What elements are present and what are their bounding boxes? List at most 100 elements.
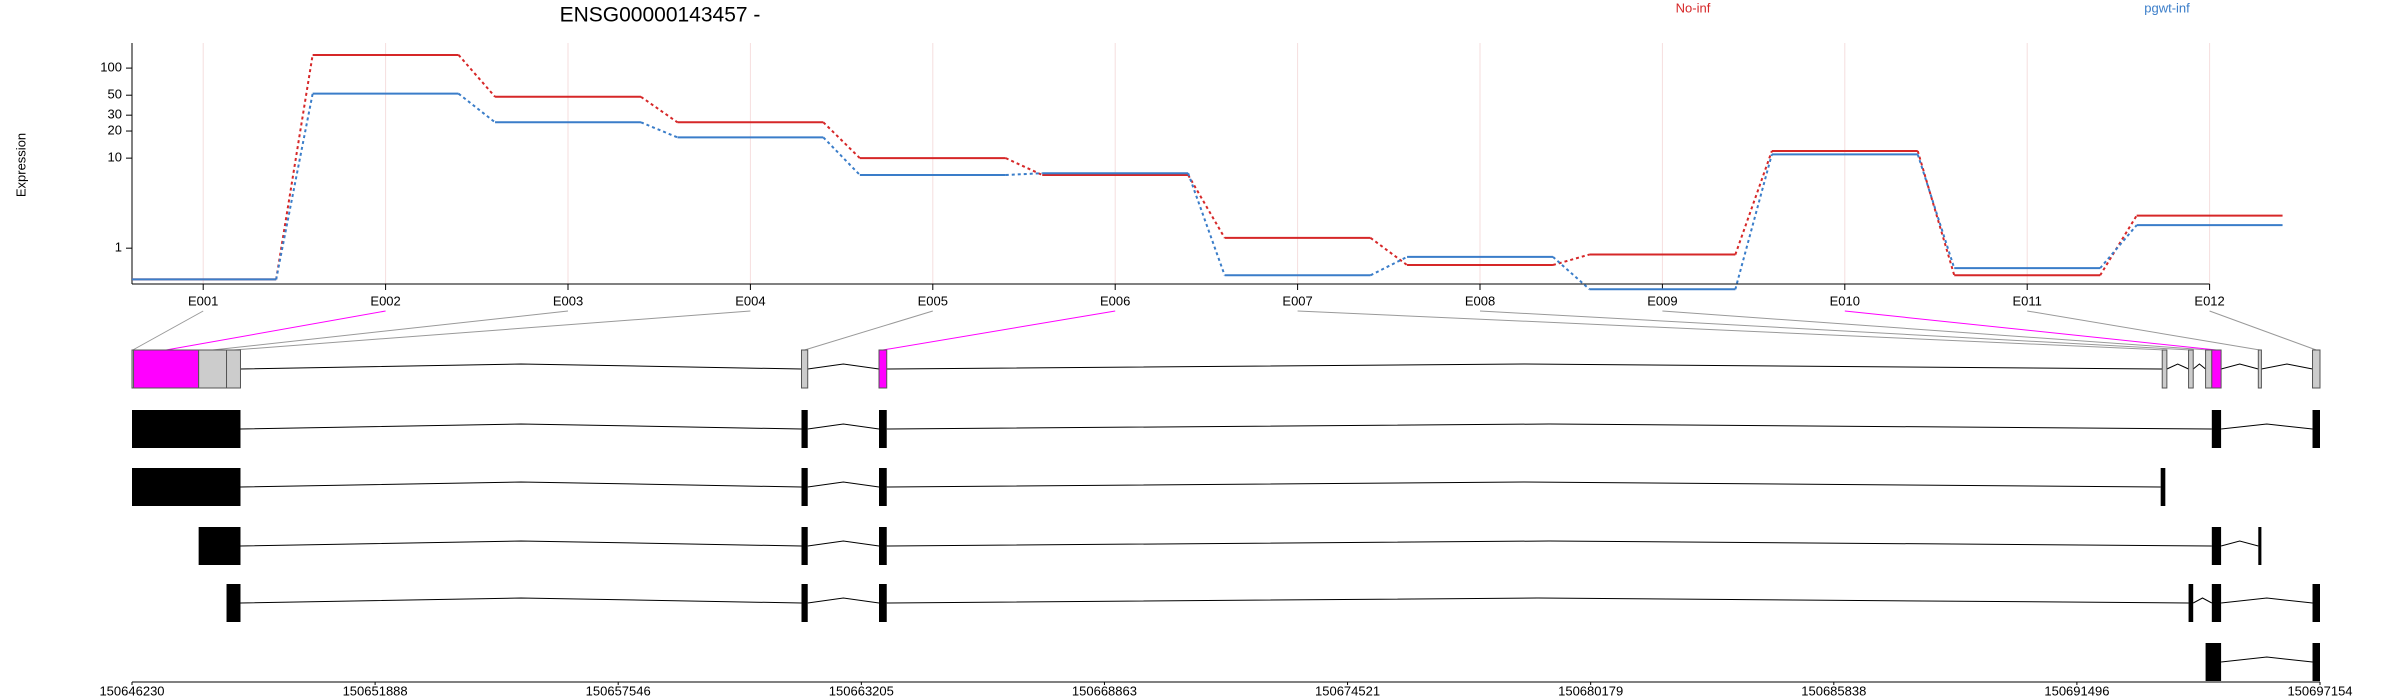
exon — [133, 349, 200, 389]
intron — [240, 481, 802, 488]
intron — [886, 423, 2212, 430]
transcript-exon — [2258, 527, 2262, 565]
intron — [886, 481, 2161, 488]
exon-link — [2209, 310, 2317, 351]
intron — [2220, 363, 2259, 370]
intron — [2166, 363, 2189, 370]
genomic-tick-label: 150651888 — [343, 683, 408, 698]
exon — [800, 349, 809, 389]
exon — [2205, 349, 2213, 389]
series-connector — [275, 93, 314, 280]
transcript-exon — [2211, 584, 2222, 622]
genomic-tick-label: 150680179 — [1558, 683, 1623, 698]
intron — [2192, 597, 2213, 604]
genomic-tick-label: 150657546 — [586, 683, 651, 698]
exon — [2257, 349, 2262, 389]
x-tick-label: E007 — [1282, 293, 1312, 308]
transcript-exon — [801, 584, 808, 622]
x-tick-label: E004 — [735, 293, 765, 308]
series-connector — [1734, 154, 1773, 290]
series-connector — [1005, 172, 1043, 176]
series-connector — [1916, 154, 1956, 269]
exon — [198, 349, 228, 389]
series-connector — [640, 95, 679, 124]
genomic-tick-label: 150697154 — [2287, 683, 2352, 698]
exon-link — [1662, 310, 2209, 351]
x-tick-label: E010 — [1830, 293, 1860, 308]
intron — [240, 540, 802, 547]
y-tick-label: 20 — [108, 122, 122, 137]
exon-link — [132, 310, 204, 351]
genomic-tick-label: 150668863 — [1072, 683, 1137, 698]
series-connector — [2099, 224, 2138, 269]
transcript-exon — [2312, 643, 2320, 681]
transcript-exon — [801, 410, 808, 448]
x-tick-label: E006 — [1100, 293, 1130, 308]
series-connector — [2099, 215, 2138, 276]
transcript-exon — [226, 584, 241, 622]
transcript-exon — [879, 410, 887, 448]
intron — [2221, 423, 2313, 430]
intron — [2261, 363, 2313, 370]
exon-link — [1479, 310, 2191, 351]
transcript-exon — [2312, 410, 2320, 448]
exon-link — [166, 310, 386, 351]
y-tick-label: 30 — [108, 107, 122, 122]
exon-link — [882, 310, 1116, 351]
series-connector — [1187, 174, 1226, 239]
series-connector — [1187, 172, 1226, 276]
series-connector — [457, 92, 496, 124]
intron — [886, 597, 2189, 604]
series-connector — [1370, 256, 1408, 277]
intron — [807, 363, 880, 370]
y-tick-label: 1 — [115, 240, 122, 255]
intron — [2221, 656, 2313, 663]
exon-link — [804, 310, 933, 351]
y-tick-label: 50 — [108, 87, 122, 102]
transcript-exon — [879, 468, 887, 506]
transcript-exon — [879, 584, 887, 622]
transcript-exon — [2211, 410, 2222, 448]
intron — [240, 423, 802, 430]
x-tick-label: E002 — [370, 293, 400, 308]
genomic-tick-label: 150663205 — [829, 683, 894, 698]
y-tick-label: 10 — [108, 150, 122, 165]
transcript-exon — [132, 468, 241, 506]
exon — [2211, 349, 2222, 389]
transcript-exon — [879, 527, 887, 565]
legend-label: No-inf — [1676, 0, 1711, 15]
exon — [2188, 349, 2194, 389]
transcript-exon — [132, 410, 241, 448]
transcript-exon — [2160, 468, 2166, 506]
transcript-exon — [2188, 584, 2194, 622]
x-tick-label: E008 — [1465, 293, 1495, 308]
genomic-tick-label: 150674521 — [1315, 683, 1380, 698]
series-connector — [457, 54, 496, 98]
intron — [2192, 363, 2206, 370]
x-tick-label: E009 — [1647, 293, 1677, 308]
exon — [2161, 349, 2168, 389]
intron — [807, 597, 880, 604]
exon-link — [1297, 310, 2165, 351]
transcript-exon — [2312, 584, 2320, 622]
intron — [886, 540, 2212, 547]
exon-link — [2027, 310, 2260, 351]
transcript-exon — [198, 527, 241, 565]
series-connector — [640, 121, 678, 139]
y-axis-label: Expression — [13, 133, 28, 197]
intron — [2220, 540, 2259, 547]
series-connector — [822, 121, 861, 159]
series-connector — [1734, 150, 1773, 255]
transcript-exon — [2205, 643, 2222, 681]
exon — [878, 349, 888, 389]
series-connector — [1005, 157, 1043, 176]
intron — [807, 481, 880, 488]
x-tick-label: E001 — [188, 293, 218, 308]
series-connector — [1369, 237, 1408, 266]
intron — [2221, 597, 2313, 604]
transcript-exon — [801, 468, 808, 506]
genomic-tick-label: 150646230 — [99, 683, 164, 698]
series-connector — [275, 54, 314, 280]
